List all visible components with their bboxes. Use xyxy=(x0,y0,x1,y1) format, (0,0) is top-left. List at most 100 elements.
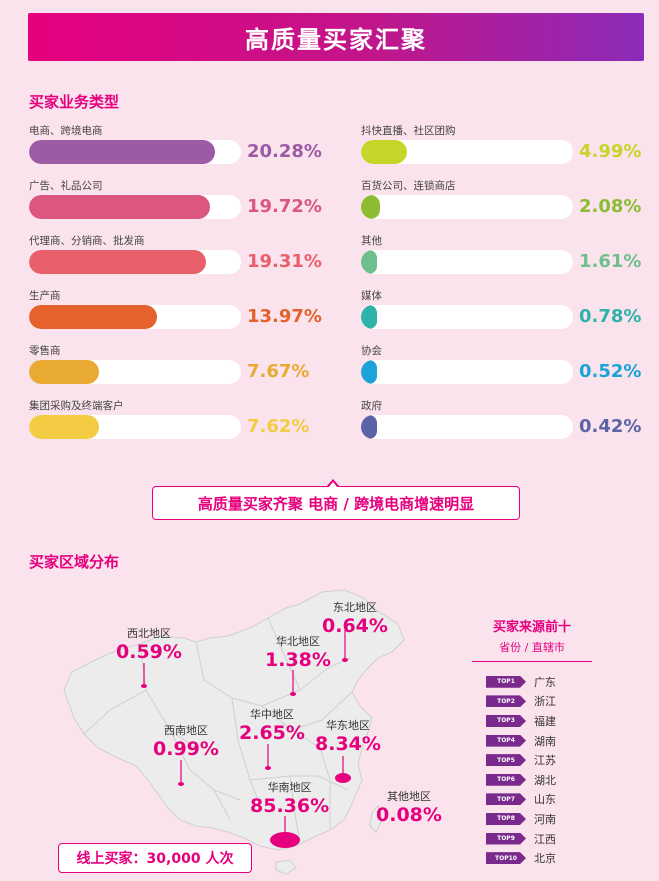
bar-fill xyxy=(361,360,377,384)
bar-fill xyxy=(29,415,99,439)
section-title-business-type: 买家业务类型 xyxy=(29,93,120,111)
bar-item: 媒体 0.78% xyxy=(361,288,659,340)
bar-item: 协会 0.52% xyxy=(361,343,659,395)
bar-value-label: 4.99% xyxy=(579,141,642,162)
bar-category-label: 协会 xyxy=(361,345,382,357)
bar-fill xyxy=(29,360,100,384)
bar-track xyxy=(361,360,573,384)
top10-title: 买家来源前十 xyxy=(492,620,571,635)
bar-track xyxy=(29,360,241,384)
province-name: 浙江 xyxy=(534,695,556,709)
region-northwest: 西北地区 0.59% xyxy=(116,627,182,663)
bar-track xyxy=(29,250,241,274)
bar-category-label: 集团采购及终端客户 xyxy=(29,400,124,412)
banner-title: 高质量买家汇聚 xyxy=(28,13,644,61)
rank-tag: TOP4 xyxy=(486,734,526,747)
top10-subtitle: 省份 / 直辖市 xyxy=(472,639,592,662)
bar-value-label: 1.61% xyxy=(579,251,642,272)
bar-value-label: 7.67% xyxy=(247,361,310,382)
bar-category-label: 媒体 xyxy=(361,290,382,302)
top10-row: TOP7 山东 xyxy=(472,790,592,810)
marker-southwest xyxy=(178,760,184,786)
bar-item: 代理商、分销商、批发商 19.31% xyxy=(29,233,339,285)
top10-row: TOP8 河南 xyxy=(472,809,592,829)
bar-fill xyxy=(29,250,207,274)
province-name: 山东 xyxy=(534,793,556,807)
bar-track xyxy=(29,305,241,329)
bar-item: 抖快直播、社区团购 4.99% xyxy=(361,123,659,175)
marker-northwest xyxy=(141,663,147,688)
province-name: 广东 xyxy=(534,675,556,689)
province-name: 福建 xyxy=(534,714,556,728)
bar-category-label: 生产商 xyxy=(29,290,61,302)
region-east: 华东地区 8.34% xyxy=(315,719,381,755)
map-province-lines xyxy=(83,617,353,843)
bar-track xyxy=(361,305,573,329)
bar-category-label: 抖快直播、社区团购 xyxy=(361,125,456,137)
marker-south xyxy=(270,816,300,848)
top10-row: TOP6 湖北 xyxy=(472,770,592,790)
bar-item: 广告、礼品公司 19.72% xyxy=(29,178,339,230)
online-buyers-badge: 线上买家：30,000 人次 xyxy=(58,843,252,873)
top10-row: TOP4 湖南 xyxy=(472,731,592,751)
bar-item: 电商、跨境电商 20.28% xyxy=(29,123,339,175)
hainan-island xyxy=(275,859,297,875)
bar-track xyxy=(361,140,573,164)
bar-value-label: 19.31% xyxy=(247,251,322,272)
bar-fill xyxy=(29,305,158,329)
bar-fill xyxy=(361,415,377,439)
marker-northeast xyxy=(342,630,348,662)
bar-track xyxy=(29,195,241,219)
section-title-region: 买家区域分布 xyxy=(29,553,120,571)
top10-row: TOP2 浙江 xyxy=(472,692,592,712)
bar-value-label: 2.08% xyxy=(579,196,642,217)
bar-fill xyxy=(361,140,407,164)
bar-fill xyxy=(361,305,377,329)
bar-item: 集团采购及终端客户 7.62% xyxy=(29,398,339,450)
bar-value-label: 7.62% xyxy=(247,416,310,437)
bar-category-label: 代理商、分销商、批发商 xyxy=(29,235,145,247)
province-name: 江苏 xyxy=(534,754,556,768)
bar-value-label: 0.42% xyxy=(579,416,642,437)
top10-row: TOP3 福建 xyxy=(472,711,592,731)
bar-track xyxy=(29,415,241,439)
bar-item: 生产商 13.97% xyxy=(29,288,339,340)
bar-track xyxy=(361,415,573,439)
rank-tag: TOP6 xyxy=(486,773,526,786)
bar-category-label: 其他 xyxy=(361,235,382,247)
rank-tag: TOP10 xyxy=(486,852,526,865)
marker-central xyxy=(265,744,271,770)
bar-category-label: 百货公司、连锁商店 xyxy=(361,180,456,192)
region-northeast: 东北地区 0.64% xyxy=(322,601,388,637)
province-name: 江西 xyxy=(534,832,556,846)
bar-track xyxy=(361,195,573,219)
region-southwest: 西南地区 0.99% xyxy=(153,724,219,760)
top10-list: TOP1 广东 TOP2 浙江 TOP3 福建 TOP4 湖南 TOP5 江苏 TOP6 湖北 TOP7… xyxy=(472,672,592,868)
top10-row: TOP1 广东 xyxy=(472,672,592,692)
rank-tag: TOP8 xyxy=(486,812,526,825)
bar-item: 政府 0.42% xyxy=(361,398,659,450)
china-map xyxy=(63,589,405,875)
marker-north xyxy=(290,670,296,696)
callout-banner: 高质量买家齐聚 电商 / 跨境电商增速明显 xyxy=(152,486,520,520)
province-name: 北京 xyxy=(534,852,556,866)
rank-tag: TOP5 xyxy=(486,754,526,767)
rank-tag: TOP1 xyxy=(486,675,526,688)
top10-panel: 买家来源前十 省份 / 直辖市 TOP1 广东 TOP2 浙江 TOP3 福建 TOP4 湖南… xyxy=(472,616,592,868)
bar-value-label: 20.28% xyxy=(247,141,322,162)
marker-east xyxy=(335,756,351,783)
bar-category-label: 电商、跨境电商 xyxy=(29,125,103,137)
rank-tag: TOP9 xyxy=(486,832,526,845)
region-central: 华中地区 2.65% xyxy=(239,708,305,744)
callout-notch-inner xyxy=(328,482,338,488)
bar-category-label: 广告、礼品公司 xyxy=(29,180,103,192)
region-other: 其他地区 0.08% xyxy=(376,790,442,826)
bar-fill xyxy=(29,195,211,219)
rank-tag: TOP7 xyxy=(486,793,526,806)
bar-fill xyxy=(29,140,216,164)
bar-category-label: 零售商 xyxy=(29,345,61,357)
rank-tag: TOP2 xyxy=(486,695,526,708)
region-north: 华北地区 1.38% xyxy=(265,635,331,671)
bar-item: 零售商 7.67% xyxy=(29,343,339,395)
bar-value-label: 0.52% xyxy=(579,361,642,382)
